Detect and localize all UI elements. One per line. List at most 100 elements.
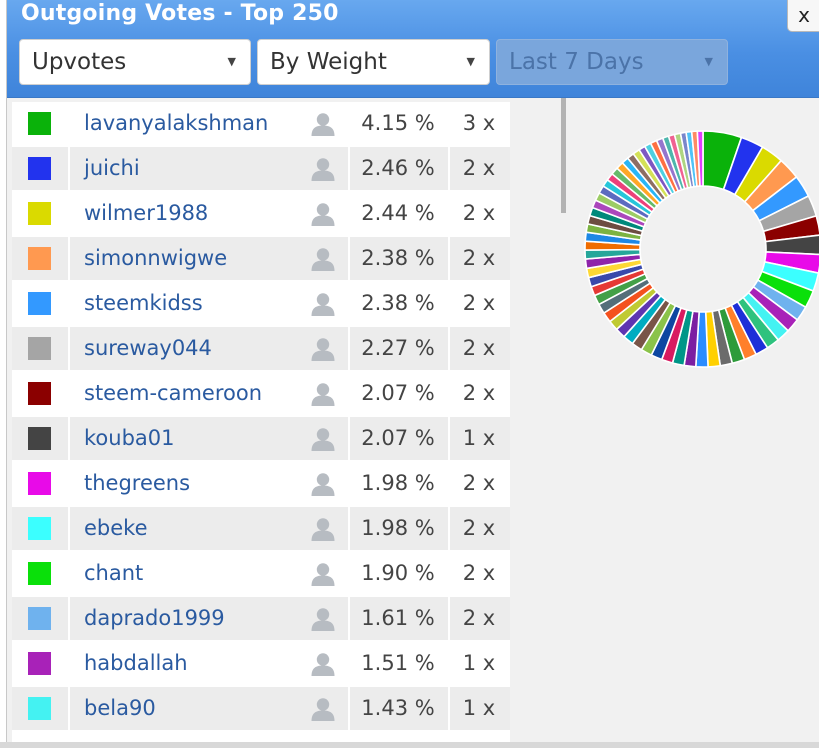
column-divider xyxy=(348,552,350,595)
column-divider xyxy=(348,147,350,190)
donut-slice[interactable] xyxy=(696,130,704,187)
voter-row[interactable]: wilmer1988 2.44 % 2 x xyxy=(12,192,510,235)
column-divider xyxy=(348,687,350,730)
voter-row[interactable]: kouba01 2.07 % 1 x xyxy=(12,417,510,460)
column-divider xyxy=(348,417,350,460)
user-icon[interactable] xyxy=(310,697,336,721)
voter-name-link[interactable]: chant xyxy=(84,561,144,585)
column-divider xyxy=(68,462,70,505)
voter-row[interactable]: chant 1.90 % 2 x xyxy=(12,552,510,595)
vote-percent: 2.07 % xyxy=(361,381,435,405)
voter-name-link[interactable]: lavanyalakshman xyxy=(84,111,269,135)
color-swatch xyxy=(28,562,51,585)
voter-row[interactable]: steemkidss 2.38 % 2 x xyxy=(12,282,510,325)
user-icon[interactable] xyxy=(310,112,336,136)
voter-row[interactable]: habdallah 1.51 % 1 x xyxy=(12,642,510,685)
voter-name-link[interactable]: juichi xyxy=(84,156,140,180)
column-divider xyxy=(68,327,70,370)
caret-down-icon: ▼ xyxy=(466,55,475,68)
user-icon[interactable] xyxy=(310,652,336,676)
caret-down-icon: ▼ xyxy=(227,55,236,68)
color-swatch xyxy=(28,697,51,720)
user-icon[interactable] xyxy=(310,562,336,586)
color-swatch xyxy=(28,427,51,450)
voter-row[interactable]: daprado1999 1.61 % 2 x xyxy=(12,597,510,640)
voter-name-link[interactable]: thegreens xyxy=(84,471,191,495)
color-swatch xyxy=(28,112,51,135)
user-icon[interactable] xyxy=(310,157,336,181)
color-swatch xyxy=(28,607,51,630)
voter-name-link[interactable]: wilmer1988 xyxy=(84,201,209,225)
voter-name-link[interactable]: ebeke xyxy=(84,516,148,540)
user-icon[interactable] xyxy=(310,202,336,226)
vote-type-select[interactable]: Upvotes ▼ xyxy=(19,39,251,85)
column-divider xyxy=(448,552,450,595)
list-scrollbar[interactable] xyxy=(561,98,566,213)
column-divider xyxy=(448,687,450,730)
color-swatch xyxy=(28,382,51,405)
column-divider xyxy=(448,237,450,280)
vote-percent: 1.98 % xyxy=(361,471,435,495)
voter-name-link[interactable]: daprado1999 xyxy=(84,606,225,630)
vote-percent: 2.46 % xyxy=(361,156,435,180)
voter-row[interactable]: ebeke 1.98 % 2 x xyxy=(12,507,510,550)
voter-row[interactable]: thegreens 1.98 % 2 x xyxy=(12,462,510,505)
column-divider xyxy=(448,327,450,370)
sort-value: By Weight xyxy=(270,49,387,75)
voter-row[interactable]: sureway044 2.27 % 2 x xyxy=(12,327,510,370)
column-divider xyxy=(448,372,450,415)
user-icon[interactable] xyxy=(310,292,336,316)
column-divider xyxy=(348,507,350,550)
user-icon[interactable] xyxy=(310,427,336,451)
voter-name-link[interactable]: steemkidss xyxy=(84,291,203,315)
vote-percent: 2.27 % xyxy=(361,336,435,360)
voter-name-link[interactable]: bela90 xyxy=(84,696,156,720)
user-icon[interactable] xyxy=(310,517,336,541)
column-divider xyxy=(348,372,350,415)
voter-row[interactable]: juichi 2.46 % 2 x xyxy=(12,147,510,190)
voter-name-link[interactable]: kouba01 xyxy=(84,426,175,450)
user-icon[interactable] xyxy=(310,247,336,271)
vote-count: 2 x xyxy=(462,201,496,225)
column-divider xyxy=(68,507,70,550)
user-icon[interactable] xyxy=(310,337,336,361)
period-select: Last 7 Days ▼ xyxy=(496,39,728,85)
vote-count: 2 x xyxy=(462,246,496,270)
user-icon[interactable] xyxy=(310,472,336,496)
vote-count: 1 x xyxy=(462,426,496,450)
user-icon[interactable] xyxy=(310,382,336,406)
voter-name-link[interactable]: sureway044 xyxy=(84,336,212,360)
vote-percent: 2.38 % xyxy=(361,291,435,315)
column-divider xyxy=(348,597,350,640)
vote-percent: 1.61 % xyxy=(361,606,435,630)
column-divider xyxy=(448,462,450,505)
vote-type-value: Upvotes xyxy=(32,49,127,75)
dialog-title: Outgoing Votes - Top 250 xyxy=(21,1,339,26)
vote-count: 3 x xyxy=(462,111,496,135)
column-divider xyxy=(448,417,450,460)
column-divider xyxy=(68,192,70,235)
vote-count: 2 x xyxy=(462,561,496,585)
voter-row[interactable]: lavanyalakshman 4.15 % 3 x xyxy=(12,102,510,145)
voter-row[interactable]: bela90 1.43 % 1 x xyxy=(12,687,510,730)
column-divider xyxy=(348,282,350,325)
color-swatch xyxy=(28,517,51,540)
voter-name-link[interactable]: steem-cameroon xyxy=(84,381,263,405)
votes-donut-chart xyxy=(584,130,819,368)
voter-name-link[interactable]: simonnwigwe xyxy=(84,246,228,270)
column-divider xyxy=(68,282,70,325)
close-button[interactable]: x xyxy=(787,0,819,32)
vote-percent: 2.44 % xyxy=(361,201,435,225)
column-divider xyxy=(68,597,70,640)
column-divider xyxy=(448,147,450,190)
voter-row[interactable]: simonnwigwe 2.38 % 2 x xyxy=(12,237,510,280)
column-divider xyxy=(448,102,450,145)
sort-select[interactable]: By Weight ▼ xyxy=(257,39,490,85)
voter-name-link[interactable]: habdallah xyxy=(84,651,188,675)
column-divider xyxy=(68,102,70,145)
column-divider xyxy=(448,597,450,640)
column-divider xyxy=(68,237,70,280)
user-icon[interactable] xyxy=(310,607,336,631)
vote-count: 1 x xyxy=(462,651,496,675)
voter-row[interactable]: steem-cameroon 2.07 % 2 x xyxy=(12,372,510,415)
